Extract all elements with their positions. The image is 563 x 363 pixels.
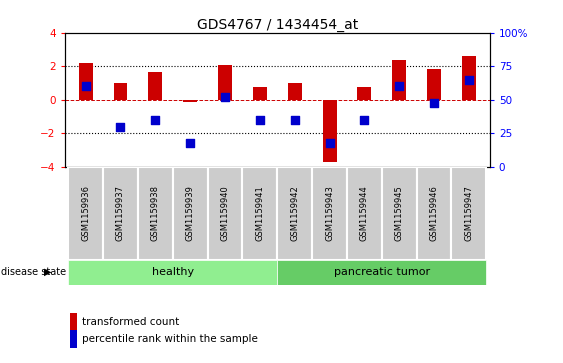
Point (430, 99, 439, 105)
FancyBboxPatch shape (278, 260, 486, 285)
Text: GSM1159936: GSM1159936 (81, 185, 90, 241)
Text: GSM1159939: GSM1159939 (186, 185, 195, 241)
Text: GSM1159940: GSM1159940 (221, 185, 230, 241)
Text: transformed count: transformed count (82, 317, 179, 327)
FancyBboxPatch shape (173, 167, 208, 260)
Point (360, 117, 369, 123)
FancyBboxPatch shape (382, 167, 417, 260)
FancyBboxPatch shape (243, 167, 278, 260)
Title: GDS4767 / 1434454_at: GDS4767 / 1434454_at (196, 18, 358, 32)
FancyBboxPatch shape (312, 167, 347, 260)
FancyBboxPatch shape (68, 260, 278, 285)
Point (221, 94, 230, 100)
Bar (462, 56, 476, 100)
FancyBboxPatch shape (138, 167, 173, 260)
Point (81, 83, 90, 89)
Text: GSM1159946: GSM1159946 (430, 185, 439, 241)
Bar (358, 87, 372, 100)
Text: disease state: disease state (1, 267, 66, 277)
Text: GSM1159942: GSM1159942 (290, 185, 299, 241)
FancyBboxPatch shape (417, 167, 452, 260)
FancyBboxPatch shape (103, 167, 138, 260)
Point (186, 140, 195, 146)
Text: GSM1159944: GSM1159944 (360, 185, 369, 241)
Point (395, 83, 404, 89)
Bar (427, 69, 441, 100)
Bar (323, 100, 337, 162)
Bar (149, 72, 162, 100)
FancyBboxPatch shape (347, 167, 382, 260)
Text: GSM1159941: GSM1159941 (256, 185, 265, 241)
Bar (392, 60, 406, 100)
Point (290, 117, 299, 123)
Text: pancreatic tumor: pancreatic tumor (334, 267, 430, 277)
Text: ▶: ▶ (44, 267, 52, 277)
Point (464, 77, 473, 82)
Text: GSM1159943: GSM1159943 (325, 185, 334, 241)
Text: healthy: healthy (151, 267, 194, 277)
Point (151, 117, 160, 123)
Bar (183, 100, 197, 102)
Point (116, 124, 125, 130)
Text: GSM1159945: GSM1159945 (395, 185, 404, 241)
Bar (114, 83, 127, 100)
Text: percentile rank within the sample: percentile rank within the sample (82, 334, 257, 344)
Point (256, 117, 265, 123)
FancyBboxPatch shape (278, 167, 312, 260)
Text: GSM1159937: GSM1159937 (116, 185, 125, 241)
FancyBboxPatch shape (452, 167, 486, 260)
Point (325, 140, 334, 146)
Text: GSM1159938: GSM1159938 (151, 185, 160, 241)
FancyBboxPatch shape (208, 167, 243, 260)
Bar (253, 87, 267, 100)
FancyBboxPatch shape (68, 167, 103, 260)
Bar (218, 65, 232, 100)
Bar (79, 63, 93, 100)
Text: GSM1159947: GSM1159947 (464, 185, 473, 241)
Bar (288, 83, 302, 100)
